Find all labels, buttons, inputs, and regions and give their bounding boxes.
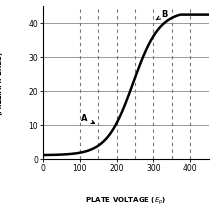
Text: PLATE CURRENT ($I_p$)
(MILLIAMPERES): PLATE CURRENT ($I_p$) (MILLIAMPERES): [0, 43, 3, 122]
Text: A: A: [81, 114, 95, 123]
Text: PLATE VOLTAGE ($E_p$)
(VOLTS): PLATE VOLTAGE ($E_p$) (VOLTS): [85, 196, 166, 204]
Text: B: B: [156, 10, 168, 20]
